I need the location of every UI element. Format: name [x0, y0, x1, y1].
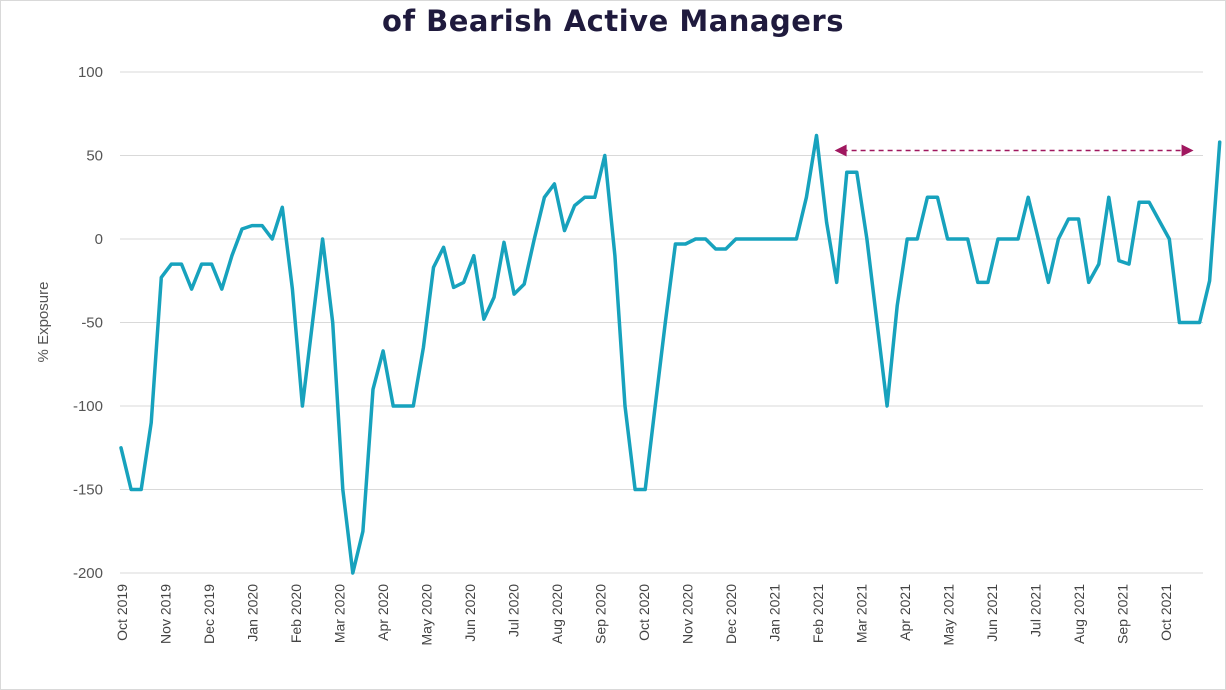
x-tick-label: Oct 2020 [636, 584, 652, 641]
series-line [119, 133, 1222, 575]
x-tick-label: Sep 2020 [593, 584, 609, 644]
x-tick-label: Nov 2019 [158, 584, 174, 644]
x-tick-label: Dec 2019 [201, 584, 217, 644]
x-tick-label: Jun 2020 [462, 584, 478, 642]
y-tick-label: 100 [78, 64, 103, 81]
y-tick-label: 0 [95, 231, 103, 248]
annotation-arrow-head-left [834, 144, 847, 157]
y-axis-ticks: 100 50 0 -50 -100 -150 -200 [73, 64, 103, 582]
y-tick-label: -200 [73, 565, 103, 582]
y-axis-label: % Exposure [35, 282, 52, 363]
x-tick-label: Jul 2020 [506, 584, 522, 637]
x-tick-label: Mar 2021 [854, 584, 870, 643]
x-tick-label: Dec 2020 [723, 584, 739, 644]
x-tick-label: Jan 2020 [245, 584, 261, 642]
x-tick-label: Aug 2020 [549, 584, 565, 644]
x-tick-label: Aug 2021 [1071, 584, 1087, 644]
x-tick-label: Feb 2021 [810, 584, 826, 643]
annotation-arrow-head-right [1181, 144, 1194, 157]
y-tick-label: 50 [86, 148, 103, 165]
chart-title: of Bearish Active Managers [382, 4, 844, 38]
x-tick-label: Jul 2021 [1028, 584, 1044, 637]
series-layer [119, 133, 1222, 575]
x-axis-ticks: Oct 2019 Nov 2019 Dec 2019 Jan 2020 Feb 2020… [114, 584, 1174, 646]
x-tick-label: Apr 2020 [375, 584, 391, 641]
y-tick-label: -100 [73, 398, 103, 415]
x-tick-label: Jan 2021 [767, 584, 783, 642]
y-tick-label: -50 [81, 315, 103, 332]
gridlines [120, 71, 1203, 574]
x-tick-label: May 2020 [419, 584, 435, 646]
y-tick-label: -150 [73, 482, 103, 499]
x-tick-label: Mar 2020 [332, 584, 348, 643]
x-tick-label: Oct 2021 [1158, 584, 1174, 641]
x-tick-label: May 2021 [941, 584, 957, 646]
annotation-layer [834, 144, 1194, 157]
x-tick-label: Jun 2021 [984, 584, 1000, 642]
x-tick-label: Nov 2020 [680, 584, 696, 644]
x-tick-label: Feb 2020 [288, 584, 304, 643]
x-tick-label: Apr 2021 [897, 584, 913, 641]
x-tick-label: Sep 2021 [1115, 584, 1131, 644]
x-tick-label: Oct 2019 [114, 584, 130, 641]
